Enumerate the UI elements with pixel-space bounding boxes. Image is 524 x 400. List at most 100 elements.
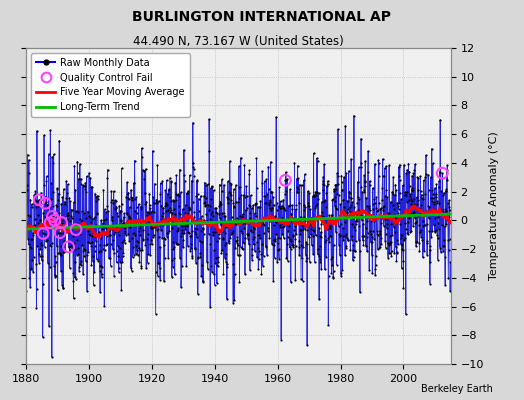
Point [433, 214, 442, 220]
Point [320, 182, 328, 188]
Point [408, 198, 416, 204]
Point [167, 179, 176, 186]
Point [438, 212, 446, 218]
Point [444, 237, 452, 243]
Text: Berkeley Earth: Berkeley Earth [421, 384, 493, 394]
Point [389, 191, 397, 197]
Legend: Raw Monthly Data, Quality Control Fail, Five Year Moving Average, Long-Term Tren: Raw Monthly Data, Quality Control Fail, … [31, 53, 190, 117]
Point [198, 216, 206, 222]
Point [286, 244, 294, 251]
Point [366, 207, 375, 213]
Point [203, 221, 212, 227]
Point [441, 282, 449, 288]
Point [444, 247, 453, 254]
Point [290, 220, 298, 227]
Point [377, 205, 386, 212]
Point [205, 116, 213, 122]
Point [248, 252, 256, 258]
Point [381, 244, 390, 251]
Point [146, 205, 155, 212]
Point [358, 232, 367, 239]
Point [396, 176, 404, 183]
Point [68, 223, 77, 229]
Point [148, 241, 156, 248]
Point [242, 219, 250, 226]
Point [158, 216, 166, 222]
Point [394, 241, 402, 248]
Point [309, 233, 317, 239]
Point [440, 243, 449, 250]
Point [198, 262, 206, 268]
Point [385, 242, 393, 248]
Point [299, 244, 307, 250]
Point [289, 232, 297, 238]
Point [26, 196, 35, 203]
Point [309, 193, 317, 199]
Point [380, 172, 389, 179]
Point [196, 253, 204, 260]
Point [375, 231, 384, 238]
Point [175, 220, 183, 226]
Point [199, 279, 207, 285]
Point [155, 198, 163, 204]
Point [153, 227, 161, 233]
Point [266, 204, 275, 211]
Point [200, 200, 209, 207]
Point [436, 117, 444, 123]
Point [232, 237, 240, 244]
Point [372, 205, 380, 211]
Point [139, 218, 148, 224]
Point [107, 217, 116, 223]
Point [354, 206, 363, 213]
Point [105, 228, 113, 234]
Point [383, 187, 391, 194]
Point [137, 262, 145, 269]
Point [381, 193, 390, 199]
Point [283, 257, 292, 264]
Point [172, 241, 181, 247]
Point [314, 246, 322, 252]
Point [335, 242, 343, 248]
Point [304, 202, 312, 209]
Point [318, 208, 326, 215]
Point [56, 250, 64, 257]
Point [204, 219, 212, 225]
Point [155, 264, 163, 271]
Point [337, 187, 346, 193]
Point [106, 224, 114, 230]
Point [120, 220, 128, 226]
Point [436, 244, 444, 251]
Point [424, 203, 432, 209]
Point [35, 197, 43, 203]
Point [367, 252, 376, 258]
Point [123, 191, 131, 198]
Point [127, 187, 135, 193]
Point [187, 245, 195, 251]
Point [174, 193, 183, 199]
Point [255, 203, 264, 210]
Point [323, 226, 331, 232]
Point [138, 247, 146, 253]
Point [263, 217, 271, 224]
Point [226, 179, 234, 186]
Point [287, 278, 295, 285]
Point [321, 266, 329, 272]
Point [421, 191, 429, 197]
Point [222, 240, 231, 246]
Point [99, 225, 107, 232]
Point [233, 234, 241, 240]
Point [213, 280, 221, 287]
Point [115, 232, 124, 238]
Point [235, 278, 244, 285]
Point [156, 221, 165, 228]
Point [276, 198, 285, 204]
Point [266, 218, 275, 224]
Point [91, 243, 99, 250]
Point [220, 182, 228, 188]
Point [39, 230, 48, 237]
Point [212, 226, 220, 232]
Point [257, 218, 265, 225]
Point [439, 242, 447, 249]
Point [273, 258, 281, 265]
Point [73, 237, 81, 243]
